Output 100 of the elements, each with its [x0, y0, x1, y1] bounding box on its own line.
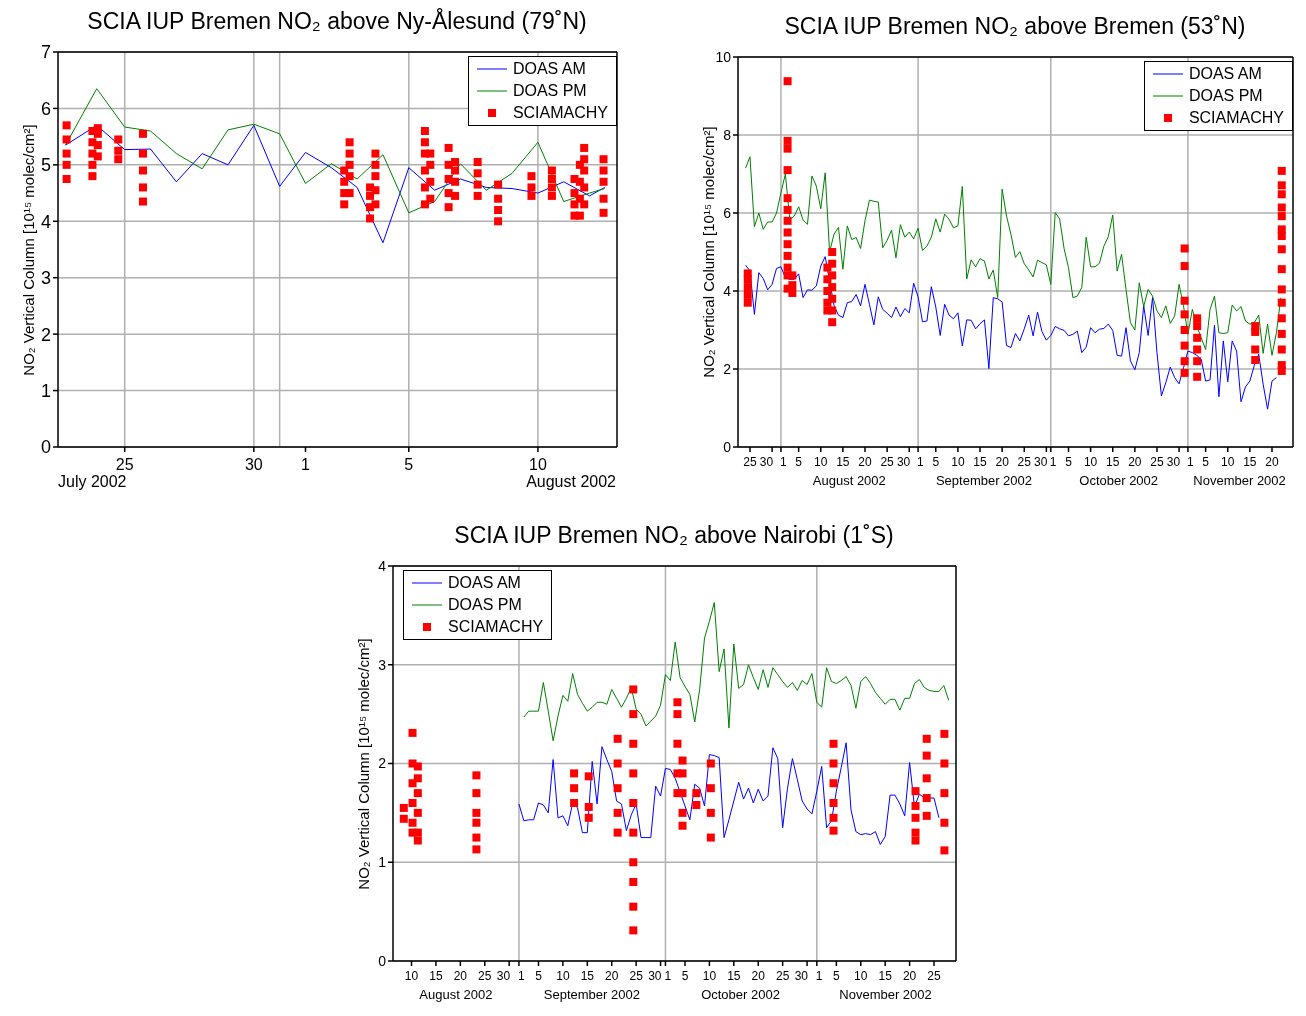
- x-tick-label: 15: [429, 969, 443, 983]
- x-tick-label: 25: [743, 455, 757, 469]
- x-tick-label: 25: [478, 969, 492, 983]
- line-series: [745, 256, 1277, 410]
- x-tick-label: 1: [1049, 455, 1057, 469]
- text: August 2002: [812, 473, 886, 488]
- y-tick-label: 2: [723, 360, 732, 377]
- x-tick-label: 20: [751, 969, 766, 983]
- x-tick-label: 30: [1166, 455, 1181, 469]
- legend-label: DOAS AM: [512, 59, 586, 79]
- x-tick-label: 15: [878, 969, 893, 983]
- text: October 2002: [1079, 473, 1159, 488]
- x-tick-label: 25: [629, 969, 644, 983]
- x-tick-label: 20: [453, 969, 468, 983]
- x-tick-label: 15: [1243, 455, 1257, 469]
- y-tick-label: 1: [40, 380, 51, 401]
- x-tick-label: 1: [779, 455, 787, 469]
- y-axis-title: NO₂ Vertical Column [10¹⁵ molec/cm²]: [354, 637, 372, 890]
- x-tick-label: 20: [902, 969, 917, 983]
- x-tick-label: 20: [605, 969, 619, 983]
- x-tick-label: 20: [858, 455, 872, 469]
- x-tick-label: 30: [244, 456, 263, 473]
- y-tick-label: 3: [40, 268, 51, 289]
- legend-label: DOAS PM: [448, 595, 522, 615]
- x-tick-label: 15: [727, 969, 741, 983]
- y-tick-label: 3: [378, 656, 387, 673]
- x-tick-label: 5: [833, 969, 841, 983]
- x-tick-label: 1: [1186, 455, 1194, 469]
- text: August 2002: [526, 473, 616, 491]
- text: July 2002: [58, 473, 127, 491]
- x-tick-label: 5: [681, 969, 689, 983]
- y-tick-label: 0: [40, 437, 51, 458]
- legend-label: DOAS PM: [1188, 86, 1263, 106]
- x-tick-label: 25: [115, 456, 134, 473]
- x-tick-label: 5: [1065, 455, 1073, 469]
- y-tick-label: 4: [723, 282, 732, 299]
- x-tick-label: 1: [815, 969, 823, 983]
- y-tick-label: 6: [723, 204, 732, 221]
- x-tick-label: 5: [535, 969, 543, 983]
- y-tick-label: 5: [40, 155, 51, 176]
- x-tick-label: 1: [301, 456, 311, 473]
- x-tick-label: 25: [927, 969, 942, 983]
- x-tick-label: 30: [496, 969, 511, 983]
- text: November 2002: [1193, 473, 1286, 488]
- text: November 2002: [839, 987, 932, 1002]
- x-tick-label: 1: [664, 969, 672, 983]
- chart-title: SCIA IUP Bremen NO₂ above Bremen (53˚N): [783, 13, 1247, 40]
- y-tick-label: 4: [378, 557, 387, 574]
- legend-label: SCIAMACHY: [1188, 108, 1284, 128]
- legend-label: SCIAMACHY: [512, 103, 608, 123]
- text: September 2002: [543, 987, 640, 1002]
- legend-label: DOAS AM: [1188, 64, 1262, 84]
- x-tick-label: 25: [1017, 455, 1032, 469]
- x-tick-label: 1: [917, 455, 925, 469]
- x-tick-label: 5: [1202, 455, 1210, 469]
- y-tick-label: 2: [378, 755, 387, 772]
- x-tick-label: 15: [973, 455, 988, 469]
- y-tick-label: 2: [40, 324, 51, 345]
- x-tick-label: 5: [932, 455, 940, 469]
- y-tick-label: 0: [378, 952, 387, 969]
- x-tick-label: 15: [836, 455, 850, 469]
- x-tick-label: 15: [580, 969, 595, 983]
- x-tick-label: 10: [702, 969, 717, 983]
- x-tick-label: 30: [896, 455, 911, 469]
- y-tick-label: 0: [723, 438, 732, 455]
- y-tick-label: 1: [378, 854, 387, 871]
- chart-title: SCIA IUP Bremen NO₂ above Ny-Ålesund (79˚N): [86, 8, 588, 35]
- text: August 2002: [419, 987, 493, 1002]
- y-tick-label: 8: [723, 126, 732, 143]
- x-tick-label: 10: [814, 455, 828, 469]
- x-tick-label: 10: [556, 969, 570, 983]
- x-tick-label: 5: [795, 455, 803, 469]
- x-tick-label: 30: [1034, 455, 1048, 469]
- x-tick-label: 30: [648, 969, 662, 983]
- y-tick-label: 10: [715, 48, 732, 65]
- x-tick-label: 10: [854, 969, 868, 983]
- x-tick-label: 30: [794, 969, 809, 983]
- chart-title: SCIA IUP Bremen NO₂ above Nairobi (1˚S): [453, 522, 895, 549]
- x-tick-label: 10: [404, 969, 419, 983]
- x-tick-label: 10: [529, 456, 547, 473]
- x-tick-label: 25: [880, 455, 895, 469]
- x-tick-label: 30: [759, 455, 774, 469]
- x-tick-label: 5: [404, 456, 414, 473]
- x-tick-label: 20: [1128, 455, 1142, 469]
- x-tick-label: 1: [517, 969, 525, 983]
- x-tick-label: 10: [951, 455, 965, 469]
- x-tick-label: 20: [1265, 455, 1279, 469]
- y-axis-title: NO₂ Vertical Column [10¹⁵ molec/cm²]: [699, 126, 717, 378]
- legend-label: DOAS PM: [512, 81, 587, 101]
- y-tick-label: 7: [40, 42, 51, 63]
- y-tick-label: 4: [40, 211, 51, 232]
- legend-label: SCIAMACHY: [448, 617, 544, 637]
- x-tick-label: 15: [1106, 455, 1120, 469]
- x-tick-label: 10: [1221, 455, 1235, 469]
- x-tick-label: 25: [1150, 455, 1164, 469]
- x-tick-label: 10: [1083, 455, 1098, 469]
- y-axis-title: NO₂ Vertical Column [10¹⁵ molec/cm²]: [19, 123, 37, 376]
- x-tick-label: 25: [775, 969, 790, 983]
- text: September 2002: [935, 473, 1033, 488]
- x-tick-label: 20: [995, 455, 1010, 469]
